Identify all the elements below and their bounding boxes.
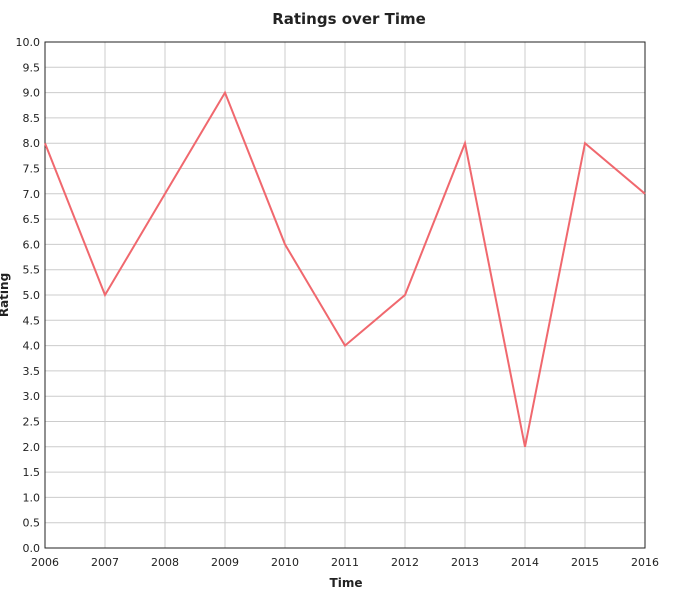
y-tick-label: 6.0	[23, 238, 41, 251]
y-tick-label: 1.5	[23, 466, 41, 479]
x-tick-label: 2006	[31, 556, 59, 569]
data-point	[644, 193, 646, 195]
x-tick-label: 2009	[211, 556, 239, 569]
data-point	[584, 142, 586, 144]
y-tick-label: 5.5	[23, 264, 41, 277]
x-axis-ticks: 2006 2007 2008 2009 2010 2011 2012 2013 2014 2015…	[31, 556, 659, 569]
chart-title: Ratings over Time	[272, 10, 426, 28]
data-point	[164, 193, 166, 195]
y-tick-label: 0.0	[23, 542, 41, 555]
data-point	[344, 345, 346, 347]
data-point	[44, 142, 46, 144]
x-tick-label: 2010	[271, 556, 299, 569]
data-point	[524, 446, 526, 448]
x-tick-label: 2008	[151, 556, 179, 569]
x-tick-label: 2007	[91, 556, 119, 569]
y-tick-label: 0.5	[23, 517, 41, 530]
x-axis-label: Time	[330, 576, 363, 590]
x-tick-label: 2012	[391, 556, 419, 569]
y-tick-label: 2.0	[23, 441, 41, 454]
y-tick-label: 8.0	[23, 137, 41, 150]
y-tick-label: 4.0	[23, 340, 41, 353]
y-tick-label: 5.0	[23, 289, 41, 302]
y-tick-label: 9.0	[23, 87, 41, 100]
x-tick-label: 2016	[631, 556, 659, 569]
y-axis-ticks: 0.0 0.5 1.0 1.5 2.0 2.5 3.0 3.5 4.0 4.5 5.0 5.5 6.0 6…	[16, 36, 41, 555]
series-line	[44, 90, 646, 447]
data-point	[284, 243, 286, 245]
y-tick-label: 7.0	[23, 188, 41, 201]
data-point	[224, 92, 226, 94]
y-tick-label: 1.0	[23, 491, 41, 504]
data-point	[464, 142, 466, 144]
y-tick-label: 3.0	[23, 390, 41, 403]
series-group	[44, 90, 646, 448]
y-axis-label: Rating	[0, 273, 11, 317]
y-tick-label: 2.5	[23, 416, 41, 429]
y-tick-label: 9.5	[23, 61, 41, 74]
x-tick-label: 2011	[331, 556, 359, 569]
grid-lines	[44, 41, 646, 549]
y-tick-label: 7.5	[23, 163, 41, 176]
data-point	[104, 294, 106, 296]
y-tick-label: 3.5	[23, 365, 41, 378]
data-point	[404, 294, 406, 296]
y-tick-label: 4.5	[23, 314, 41, 327]
y-tick-label: 6.5	[23, 213, 41, 226]
x-tick-label: 2013	[451, 556, 479, 569]
y-tick-label: 8.5	[23, 112, 41, 125]
x-tick-label: 2014	[511, 556, 539, 569]
x-tick-label: 2015	[571, 556, 599, 569]
plot-frame	[44, 41, 646, 549]
y-tick-label: 10.0	[16, 36, 41, 49]
